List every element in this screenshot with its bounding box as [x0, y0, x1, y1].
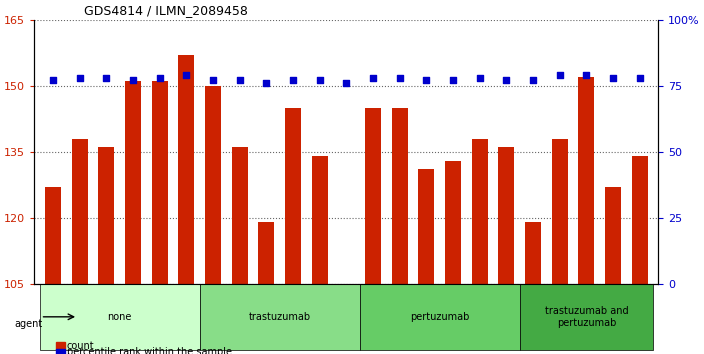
Point: [421, 78, 432, 83]
Bar: [99, 147, 114, 284]
Point: [501, 78, 512, 83]
Point: [287, 78, 298, 83]
Point: [181, 72, 192, 78]
Bar: [391, 108, 408, 284]
Text: count: count: [67, 341, 94, 351]
Bar: [579, 77, 594, 284]
Bar: [552, 138, 568, 284]
FancyBboxPatch shape: [520, 284, 653, 350]
Bar: [125, 81, 141, 284]
Point: [208, 78, 219, 83]
Text: agent: agent: [14, 319, 42, 329]
Point: [234, 78, 245, 83]
Text: GDS4814 / ILMN_2089458: GDS4814 / ILMN_2089458: [84, 4, 248, 17]
Text: none: none: [108, 312, 132, 322]
Bar: [498, 147, 515, 284]
Bar: [72, 138, 88, 284]
Point: [474, 75, 485, 81]
Bar: [258, 222, 275, 284]
FancyBboxPatch shape: [39, 284, 200, 350]
Bar: [45, 187, 61, 284]
Point: [74, 75, 85, 81]
Bar: [525, 222, 541, 284]
Text: pertuzumab: pertuzumab: [410, 312, 470, 322]
Point: [554, 72, 565, 78]
Text: percentile rank within the sample: percentile rank within the sample: [67, 347, 232, 354]
Point: [608, 75, 619, 81]
Point: [47, 78, 58, 83]
Text: trastuzumab and
pertuzumab: trastuzumab and pertuzumab: [545, 306, 628, 327]
Point: [448, 78, 459, 83]
Point: [154, 75, 165, 81]
Bar: [418, 169, 434, 284]
Bar: [232, 147, 248, 284]
Bar: [178, 55, 194, 284]
Point: [127, 78, 139, 83]
Bar: [605, 187, 621, 284]
Bar: [365, 108, 381, 284]
Point: [394, 75, 406, 81]
Point: [527, 78, 539, 83]
FancyBboxPatch shape: [360, 284, 520, 350]
Bar: [472, 138, 488, 284]
Bar: [445, 161, 461, 284]
Point: [260, 80, 272, 86]
Bar: [631, 156, 648, 284]
Text: trastuzumab: trastuzumab: [249, 312, 310, 322]
Point: [367, 75, 379, 81]
Bar: [151, 81, 168, 284]
Point: [314, 78, 325, 83]
Bar: [312, 156, 328, 284]
FancyBboxPatch shape: [200, 284, 360, 350]
Point: [581, 72, 592, 78]
Point: [634, 75, 646, 81]
Bar: [285, 108, 301, 284]
Point: [101, 75, 112, 81]
Point: [341, 80, 352, 86]
Bar: [205, 86, 221, 284]
